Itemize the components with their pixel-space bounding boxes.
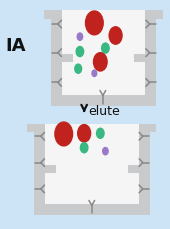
Bar bbox=[145, 10, 163, 19]
Text: elute: elute bbox=[88, 105, 120, 118]
Circle shape bbox=[78, 125, 91, 142]
Bar bbox=[44, 10, 62, 19]
Bar bbox=[51, 10, 62, 106]
Bar bbox=[45, 124, 139, 204]
Bar bbox=[128, 165, 150, 173]
Bar bbox=[34, 165, 56, 173]
Circle shape bbox=[80, 143, 88, 153]
Circle shape bbox=[92, 70, 97, 76]
Circle shape bbox=[97, 128, 104, 138]
Bar bbox=[34, 204, 150, 215]
Bar bbox=[62, 10, 145, 95]
Circle shape bbox=[86, 11, 103, 35]
Bar bbox=[27, 124, 45, 132]
Bar bbox=[145, 10, 156, 106]
Bar bbox=[51, 95, 156, 106]
Circle shape bbox=[103, 147, 108, 155]
Bar bbox=[134, 54, 156, 62]
Bar bbox=[139, 124, 150, 215]
Bar bbox=[139, 124, 156, 132]
Bar bbox=[51, 54, 73, 62]
Circle shape bbox=[102, 43, 109, 53]
Circle shape bbox=[109, 27, 122, 44]
Text: IA: IA bbox=[5, 37, 26, 55]
Circle shape bbox=[76, 46, 84, 57]
Bar bbox=[34, 124, 45, 215]
Circle shape bbox=[94, 53, 107, 71]
Circle shape bbox=[75, 64, 82, 73]
Circle shape bbox=[77, 33, 83, 40]
Circle shape bbox=[55, 122, 73, 146]
